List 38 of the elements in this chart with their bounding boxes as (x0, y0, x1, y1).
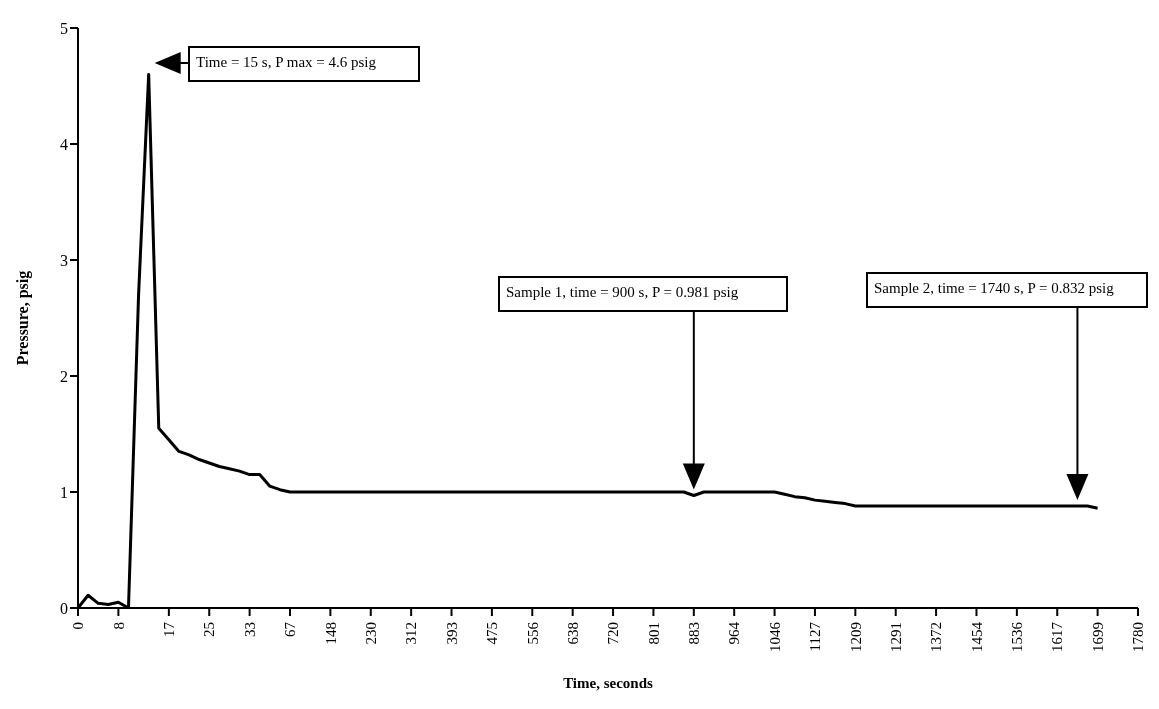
x-tick-label: 964 (726, 621, 743, 645)
y-tick-label: 5 (60, 19, 68, 37)
x-tick-label: 556 (524, 621, 541, 645)
x-tick-label: 312 (403, 622, 420, 645)
x-tick-label: 1372 (928, 622, 945, 652)
x-tick-label: 148 (322, 622, 339, 645)
x-tick-label: 0 (70, 622, 87, 630)
x-tick-label: 475 (484, 622, 501, 645)
x-tick-label: 1127 (807, 621, 824, 652)
y-tick-label: 0 (60, 599, 68, 617)
x-tick-label: 230 (363, 622, 380, 645)
x-tick-label: 25 (201, 622, 218, 637)
y-tick-label: 2 (60, 367, 68, 385)
x-tick-label: 8 (110, 622, 127, 630)
x-tick-label: 17 (161, 621, 178, 637)
x-axis-title: Time, seconds (563, 675, 654, 691)
x-tick-label: 1617 (1049, 621, 1066, 652)
y-tick-label: 4 (60, 135, 68, 153)
x-tick-label: 801 (645, 622, 662, 645)
x-tick-label: 1209 (847, 622, 864, 652)
x-tick-label: 720 (605, 622, 622, 645)
x-tick-label: 1291 (887, 622, 904, 652)
x-tick-label: 33 (241, 622, 258, 637)
x-tick-label: 393 (443, 622, 460, 645)
y-tick-label: 1 (60, 483, 68, 501)
x-tick-label: 67 (282, 621, 299, 637)
x-tick-label: 883 (686, 622, 703, 645)
x-tick-label: 1454 (968, 621, 985, 652)
y-tick-label: 3 (60, 251, 68, 269)
y-axis-title: Pressure, psig (13, 270, 32, 366)
x-tick-label: 1046 (766, 621, 783, 652)
annotation: Time = 15 s, P max = 4.6 psig (196, 54, 376, 71)
x-tick-label: 1536 (1009, 621, 1026, 652)
annotation: Sample 1, time = 900 s, P = 0.981 psig (506, 284, 739, 301)
x-tick-label: 1780 (1130, 622, 1147, 652)
x-tick-label: 1699 (1089, 622, 1106, 652)
x-tick-label: 638 (564, 622, 581, 645)
annotation: Sample 2, time = 1740 s, P = 0.832 psig (874, 280, 1114, 297)
